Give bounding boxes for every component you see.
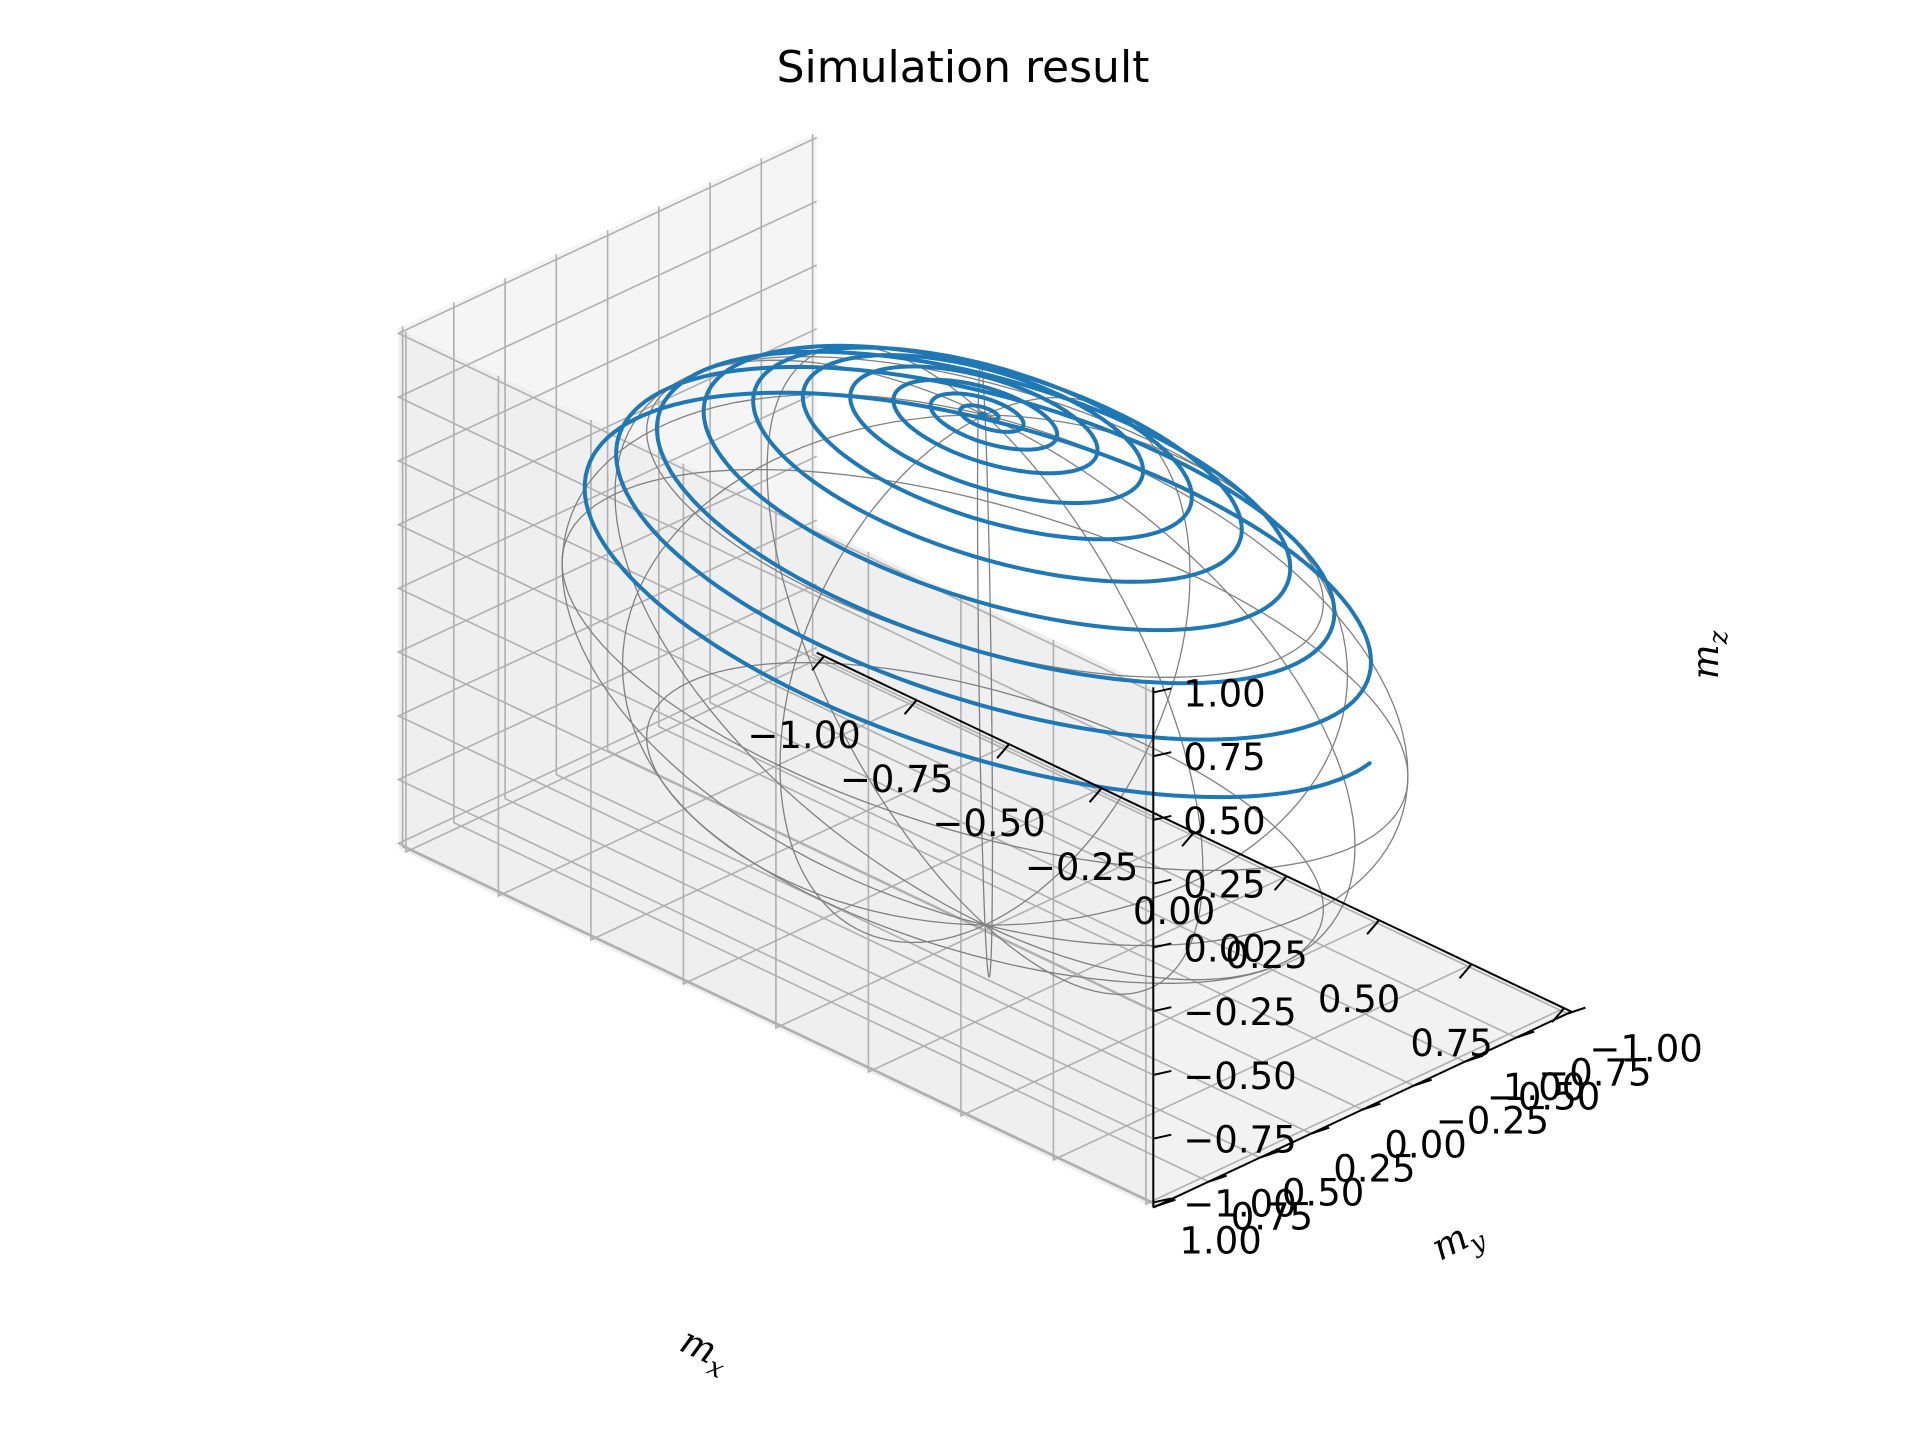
x-tick-label-1: −0.75: [840, 758, 953, 801]
z-tick-label-1: −0.75: [1183, 1119, 1296, 1162]
gridline-x-8: [1145, 683, 1565, 1206]
gridline-x-1: [497, 375, 917, 898]
gridline-x-7: [1052, 639, 1472, 1162]
chart-axes: [811, 651, 1586, 1209]
gridline-y-7: [452, 302, 1210, 1183]
gridline-y-2: [709, 182, 1466, 1063]
z-tick-label-2: −0.50: [1183, 1055, 1296, 1098]
x-tick-label-7: 0.75: [1410, 1022, 1492, 1065]
z-tick-label-4: 0.00: [1183, 927, 1265, 970]
z-tick-label-6: 0.50: [1183, 800, 1265, 843]
y-tick-label-7: 0.75: [1231, 1196, 1313, 1239]
gridline-y-3: [657, 206, 1415, 1087]
gridline-z-1: [396, 583, 1154, 1140]
z-tick-0: [1153, 1197, 1172, 1204]
z-tick-3: [1153, 1006, 1172, 1013]
x-tick-2: [996, 743, 1010, 759]
y-tick-2: [1464, 1054, 1484, 1063]
x-tick-label-3: −0.25: [1025, 846, 1138, 889]
x-tick-0: [811, 655, 825, 671]
y-tick-6: [1259, 1150, 1279, 1159]
gridline-x-2: [590, 419, 1010, 942]
gridline-y-1: [760, 158, 1517, 1039]
chart-gridlines: [396, 134, 1568, 1207]
z-tick-label-5: 0.25: [1183, 864, 1265, 907]
gridline-z-4: [396, 391, 1154, 949]
gridline-z-2: [396, 519, 1154, 1076]
gridline-z-3: [396, 455, 1154, 1012]
gridline-z-8: [396, 136, 1154, 694]
chart-tick-labels: −1.00−1.00−1.00−0.75−0.75−0.75−0.50−0.50…: [671, 630, 1734, 1385]
z-tick-label-7: 0.75: [1183, 736, 1265, 779]
y-tick-3: [1413, 1078, 1432, 1087]
y-tick-label-1: −0.75: [1538, 1052, 1651, 1095]
y-tick-4: [1362, 1102, 1381, 1111]
z-tick-8: [1153, 687, 1172, 694]
x-tick-1: [903, 699, 918, 715]
gridline-z-7: [396, 200, 1154, 757]
z-tick-7: [1153, 751, 1172, 758]
z-tick-4: [1153, 942, 1172, 949]
gridline-x-6: [960, 595, 1380, 1118]
y-tick-label-4: 0.00: [1384, 1124, 1466, 1167]
gridline-x-3: [682, 463, 1102, 986]
x-axis-label: mx: [671, 1319, 738, 1385]
chart-series: [582, 343, 1373, 800]
y-axis-label: my: [1424, 1208, 1491, 1275]
gridline-z-0: [396, 646, 1154, 1204]
x-tick-8: [1551, 1007, 1565, 1023]
y-tick-0: [1567, 1006, 1586, 1015]
y-tick-label-0: −1.00: [1589, 1028, 1702, 1071]
y-tick-label-2: −0.50: [1487, 1076, 1600, 1119]
y-tick-8: [1157, 1198, 1176, 1207]
gridline-x-0: [405, 331, 825, 854]
z-axis-label: mz: [1684, 630, 1734, 679]
x-tick-6: [1366, 919, 1380, 935]
gridline-y-5: [555, 254, 1312, 1135]
x-tick-label-5: 0.25: [1225, 934, 1307, 977]
x-tick-label-6: 0.50: [1318, 978, 1400, 1021]
z-tick-label-0: −1.00: [1183, 1182, 1296, 1225]
gridline-y-4: [606, 230, 1363, 1111]
z-tick-1: [1153, 1133, 1172, 1140]
y-tick-label-5: 0.25: [1333, 1148, 1415, 1191]
gridline-z-5: [396, 328, 1154, 885]
y-tick-5: [1310, 1126, 1330, 1135]
gridline-x-5: [867, 551, 1287, 1074]
y-tick-7: [1208, 1174, 1227, 1183]
z-tick-label-8: 1.00: [1183, 672, 1265, 715]
wireframe-meridian-5: [561, 393, 1409, 947]
z-tick-2: [1153, 1069, 1172, 1076]
z-tick-6: [1153, 814, 1172, 821]
gridline-y-0: [811, 134, 1568, 1015]
z-tick-5: [1153, 878, 1172, 885]
x-tick-label-8: 1.00: [1503, 1066, 1585, 1109]
x-tick-label-2: −0.50: [932, 802, 1045, 845]
x-tick-7: [1458, 963, 1473, 979]
series-line-0: [582, 343, 1373, 800]
y-tick-label-8: 1.00: [1179, 1220, 1261, 1263]
y-tick-label-3: −0.25: [1436, 1100, 1549, 1143]
z-tick-label-3: −0.25: [1183, 991, 1296, 1034]
gridline-y-6: [504, 278, 1261, 1159]
x-tick-3: [1088, 787, 1103, 803]
chart-title: Simulation result: [777, 42, 1150, 93]
y-tick-label-6: 0.50: [1282, 1172, 1364, 1215]
gridline-z-6: [396, 264, 1154, 821]
x-tick-4: [1181, 831, 1195, 847]
y-tick-1: [1515, 1030, 1535, 1039]
x-tick-label-0: −1.00: [747, 714, 860, 757]
chart-panes: [398, 132, 1572, 1208]
x-tick-label-4: 0.00: [1133, 890, 1215, 933]
x-tick-5: [1273, 875, 1288, 891]
gridline-y-8: [401, 326, 1158, 1207]
